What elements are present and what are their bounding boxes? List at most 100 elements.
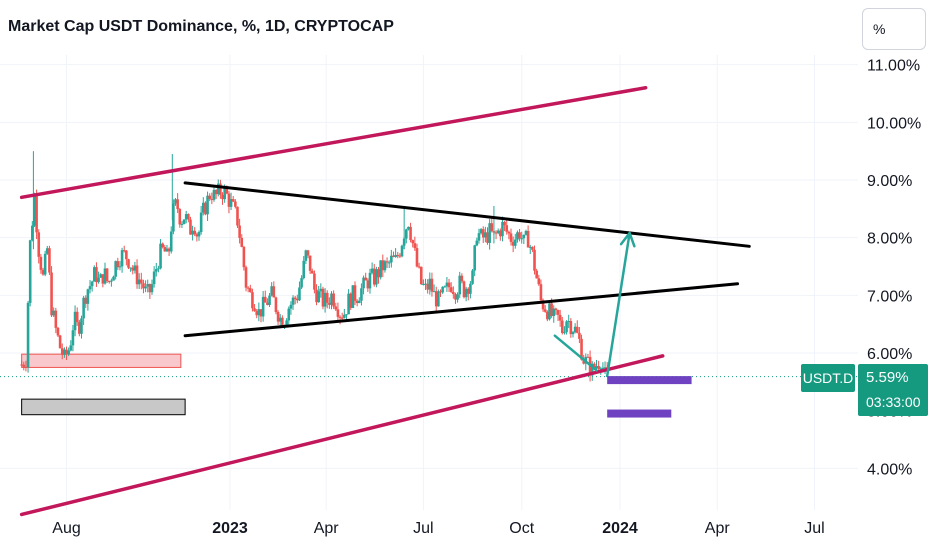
candle-body <box>184 214 188 220</box>
candle-body <box>302 260 306 279</box>
candle-body <box>597 366 600 369</box>
candle-body <box>80 318 83 334</box>
projection-arrow-line[interactable] <box>605 231 631 378</box>
candle-body <box>347 293 350 315</box>
candle-body <box>24 366 28 368</box>
x-tick-label: Jul <box>804 520 824 537</box>
candle-body <box>413 243 417 249</box>
candle-body <box>103 268 107 284</box>
decline-path-line[interactable] <box>553 334 598 372</box>
candle-body <box>573 326 577 333</box>
candle-body <box>449 287 453 292</box>
candle-body <box>169 231 173 252</box>
candle-body <box>471 270 474 284</box>
candle-body <box>67 350 70 355</box>
candle-body <box>411 240 415 244</box>
candle-body <box>161 243 164 248</box>
candle-body <box>565 321 568 333</box>
channel-upper-line[interactable] <box>19 85 648 200</box>
candle-body <box>107 281 111 283</box>
candle-body <box>575 326 579 333</box>
candle-body <box>368 272 372 289</box>
candle-body <box>599 368 603 370</box>
candle-body <box>340 317 344 319</box>
candle-body <box>499 230 502 237</box>
candle-body <box>595 366 598 369</box>
candle-body <box>214 190 218 195</box>
candle-body <box>197 232 201 237</box>
candle-body <box>535 270 538 279</box>
candle-body <box>390 255 393 263</box>
candles-layer <box>20 151 609 382</box>
drawings-layer[interactable] <box>19 85 751 517</box>
candle-body <box>428 278 432 290</box>
candle-body <box>191 230 194 235</box>
candle-body <box>174 199 177 204</box>
candle-body <box>268 295 271 305</box>
candle-body <box>56 327 60 336</box>
candle-body <box>163 247 167 252</box>
candle-body <box>125 250 128 260</box>
candle-body <box>466 288 470 294</box>
candle-body <box>75 311 79 323</box>
candle-body <box>43 253 47 275</box>
candle-body <box>110 280 113 282</box>
projection-arrow-head[interactable] <box>619 231 636 248</box>
triangle-lower-line[interactable] <box>183 282 740 338</box>
candle-body <box>86 289 90 304</box>
candle-body <box>234 201 237 207</box>
candle-body <box>336 309 340 317</box>
candle-body <box>150 284 154 293</box>
candle-body <box>293 297 297 299</box>
target-bar[interactable] <box>607 409 672 418</box>
candle-body <box>93 267 96 282</box>
candle-body <box>182 219 186 224</box>
candle-body <box>419 266 423 285</box>
candle-body <box>552 308 556 317</box>
y-tick-label: 8.00% <box>867 231 912 248</box>
candle-body <box>300 278 303 288</box>
triangle-upper-line[interactable] <box>183 181 751 248</box>
bar-countdown: 03:33:00 <box>866 394 921 410</box>
candle-body <box>490 223 494 232</box>
candle-body <box>524 230 528 235</box>
y-tick-label: 4.00% <box>867 461 912 478</box>
candle-body <box>201 202 205 213</box>
candle-body <box>229 199 233 207</box>
candle-body <box>114 261 117 277</box>
candle-body <box>520 238 523 240</box>
candle-body <box>443 286 447 288</box>
candle-body <box>69 345 73 351</box>
candle-body <box>142 283 145 289</box>
candle-body <box>355 300 359 304</box>
x-tick-label: Aug <box>52 520 80 537</box>
candle-body <box>569 321 573 335</box>
x-axis[interactable]: Aug 2023 Apr Jul Oct 2024 Apr Jul <box>52 520 824 537</box>
candle-body <box>223 188 226 200</box>
candle-body <box>452 291 455 295</box>
candle-body <box>73 311 77 331</box>
candle-body <box>394 254 397 257</box>
candle-body <box>558 314 562 321</box>
candle-body <box>366 280 370 289</box>
candle-body <box>528 246 532 248</box>
candle-body <box>385 261 389 263</box>
channel-lower-line[interactable] <box>19 354 665 517</box>
candle-body <box>157 268 160 270</box>
candle-body <box>392 255 395 257</box>
percent-scale-button[interactable]: % <box>862 8 926 50</box>
candle-body <box>244 267 248 288</box>
candle-body <box>396 254 400 256</box>
candle-body <box>313 273 316 290</box>
candle-body <box>325 292 329 303</box>
candle-body <box>112 276 115 281</box>
candle-body <box>422 283 425 285</box>
x-tick-label: Oct <box>509 520 534 537</box>
candle-body <box>276 312 280 322</box>
candle-body <box>33 196 36 226</box>
candle-body <box>219 183 222 195</box>
target-bar[interactable] <box>607 376 692 385</box>
candle-body <box>494 232 498 234</box>
